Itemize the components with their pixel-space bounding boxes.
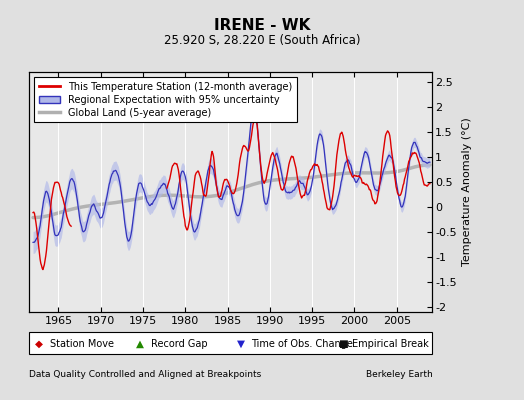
Text: Record Gap: Record Gap <box>151 339 208 349</box>
Y-axis label: Temperature Anomaly (°C): Temperature Anomaly (°C) <box>462 118 472 266</box>
Text: Berkeley Earth: Berkeley Earth <box>366 370 432 379</box>
Legend: This Temperature Station (12-month average), Regional Expectation with 95% uncer: This Temperature Station (12-month avera… <box>34 77 297 122</box>
Text: Station Move: Station Move <box>50 339 114 349</box>
Text: ▲: ▲ <box>136 339 144 349</box>
Text: ■: ■ <box>337 339 347 349</box>
Text: Empirical Break: Empirical Break <box>353 339 429 349</box>
Text: 25.920 S, 28.220 E (South Africa): 25.920 S, 28.220 E (South Africa) <box>163 34 361 47</box>
Text: IRENE - WK: IRENE - WK <box>214 18 310 33</box>
Text: Time of Obs. Change: Time of Obs. Change <box>252 339 353 349</box>
Text: Data Quality Controlled and Aligned at Breakpoints: Data Quality Controlled and Aligned at B… <box>29 370 261 379</box>
Text: ▼: ▼ <box>237 339 245 349</box>
Text: ◆: ◆ <box>35 339 43 349</box>
